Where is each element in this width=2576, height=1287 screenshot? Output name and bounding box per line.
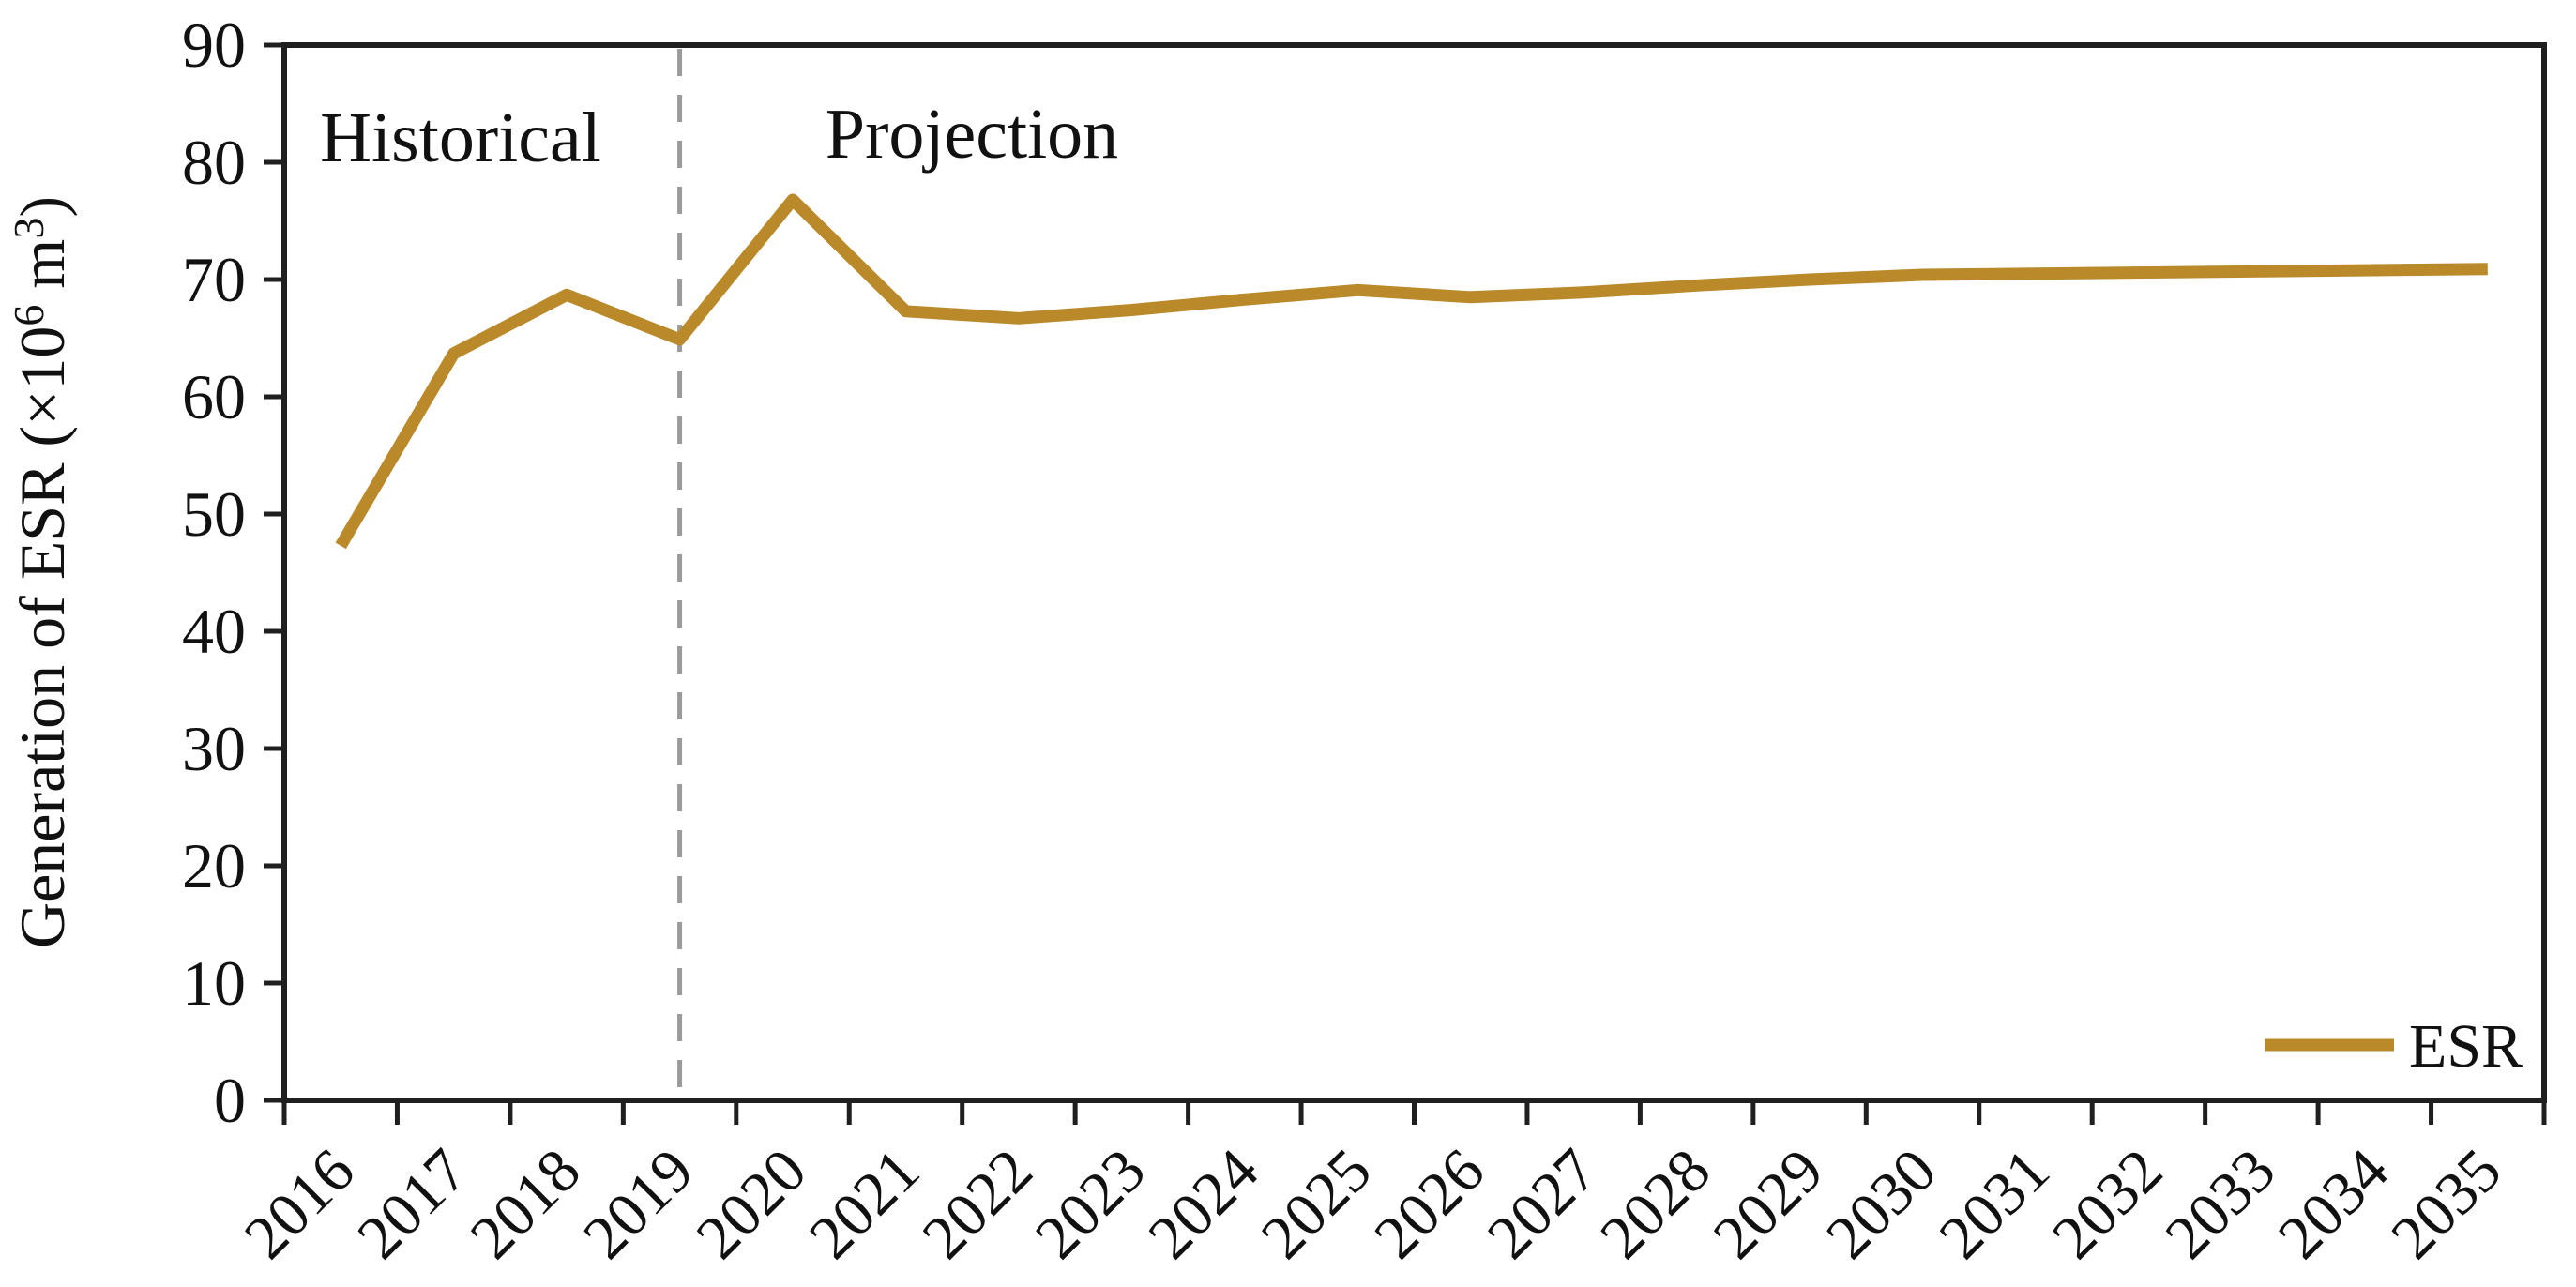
y-axis-title: Generation of ESR (×106 m3)	[5, 196, 78, 948]
x-year-label: 2034	[2265, 1136, 2402, 1272]
x-year-label: 2033	[2153, 1136, 2289, 1272]
y-tick-label: 40	[182, 596, 246, 667]
x-year-label: 2025	[1249, 1136, 1385, 1272]
y-tick-label: 90	[182, 9, 246, 81]
y-tick-label: 30	[182, 713, 246, 784]
legend: ESR	[2265, 1012, 2523, 1081]
esr-series-line	[335, 193, 2488, 550]
x-year-label: 2018	[458, 1136, 594, 1272]
x-axis-ticks	[281, 1100, 2547, 1125]
y-tick-label: 70	[182, 244, 246, 315]
x-year-label: 2021	[796, 1136, 932, 1272]
plot-border	[281, 42, 2547, 1103]
x-year-label: 2027	[1475, 1136, 1611, 1272]
x-year-label: 2020	[684, 1136, 820, 1272]
x-year-label: 2032	[2039, 1136, 2175, 1272]
legend-label: ESR	[2409, 1012, 2523, 1081]
x-axis-year-labels: 2016201720182019202020212022202320242025…	[232, 1136, 2515, 1272]
annotation-projection: Projection	[826, 95, 1118, 174]
y-tick-label: 60	[182, 361, 246, 432]
y-tick-label: 50	[182, 478, 246, 550]
x-year-label: 2029	[1701, 1136, 1837, 1272]
x-year-label: 2016	[232, 1136, 368, 1272]
x-year-label: 2019	[570, 1136, 706, 1272]
y-axis-ticks: 0 10 20 30 40 50 60 70 80 90	[182, 9, 284, 1136]
x-year-label: 2030	[1813, 1136, 1949, 1272]
x-year-label: 2035	[2378, 1136, 2514, 1272]
x-year-label: 2031	[1927, 1136, 2063, 1272]
y-tick-label: 20	[182, 830, 246, 901]
y-tick-label: 80	[182, 127, 246, 198]
x-year-label: 2022	[910, 1136, 1046, 1272]
x-year-label: 2028	[1587, 1136, 1723, 1272]
x-year-label: 2017	[344, 1136, 480, 1272]
x-year-label: 2026	[1361, 1136, 1497, 1272]
series-esr-polyline	[335, 193, 2488, 550]
x-year-label: 2023	[1023, 1136, 1159, 1272]
y-tick-label: 0	[214, 1065, 246, 1136]
annotation-historical: Historical	[320, 98, 601, 177]
y-tick-label: 10	[182, 947, 246, 1019]
x-year-label: 2024	[1135, 1136, 1271, 1272]
